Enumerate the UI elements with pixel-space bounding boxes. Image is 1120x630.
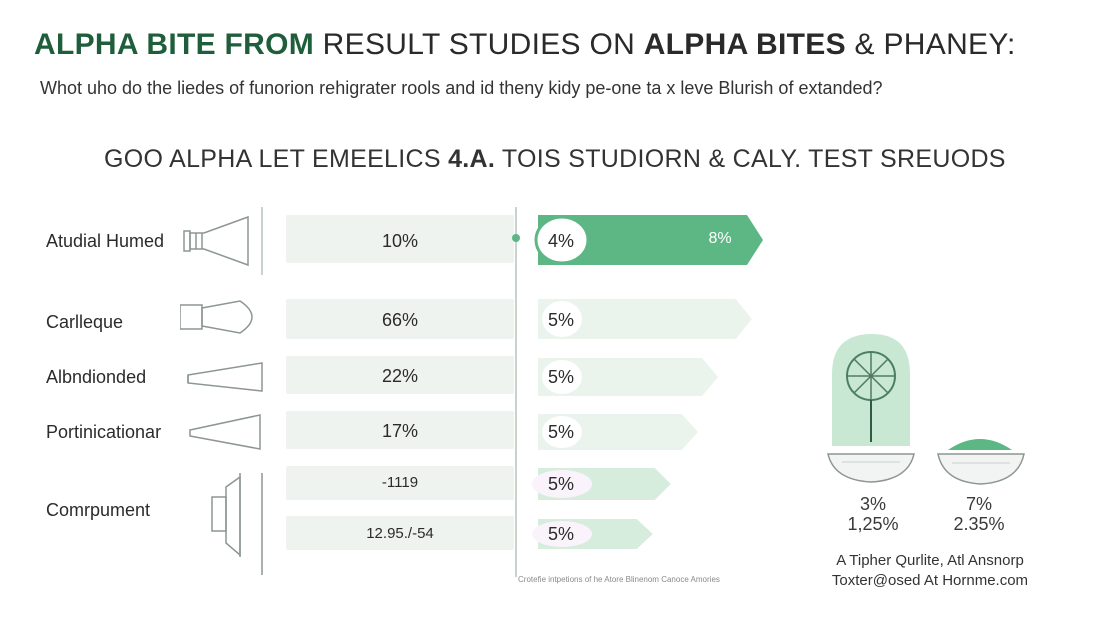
summary-value: 7% — [965, 494, 992, 514]
left-value: -1119 — [381, 474, 419, 491]
right-value: 5% — [547, 524, 574, 544]
right-arrow-bar — [538, 358, 718, 396]
left-value: 66% — [381, 310, 419, 330]
cone-icon — [211, 473, 263, 575]
value-badge — [534, 215, 590, 265]
right-value: 4% — [547, 231, 574, 251]
left-value: 12.95./-54 — [366, 525, 434, 542]
right-value: 5% — [547, 474, 574, 494]
left-bar — [286, 215, 514, 263]
left-value: 10% — [381, 231, 419, 251]
category-label: Albndionded — [46, 367, 147, 387]
summary-value: 3% — [859, 494, 886, 514]
value-badge — [532, 470, 592, 498]
title-part-4: & PHANEY: — [845, 28, 1016, 61]
heading-bold: 4.A. — [448, 145, 496, 173]
right-arrow-bars — [532, 215, 763, 549]
title-part-3: ALPHA BITES — [643, 28, 846, 61]
left-bar — [286, 466, 514, 500]
leaf-bowl-icon — [827, 334, 915, 483]
left-bar — [286, 299, 514, 339]
right-arrow-bar — [538, 299, 752, 339]
right-value: 5% — [547, 422, 574, 442]
value-badge — [542, 301, 582, 337]
left-bar — [286, 356, 514, 394]
cone-icon — [183, 215, 249, 267]
left-value: 22% — [381, 366, 419, 386]
category-label: Comrpument — [46, 500, 151, 520]
value-badge — [532, 521, 592, 547]
left-bar — [286, 516, 514, 550]
heading-rest: TOIS STUDIORN & CALY. TEST SREUODS — [495, 145, 1006, 173]
left-value: 17% — [381, 421, 419, 441]
left-bar — [286, 411, 514, 449]
summary-value: 2.35% — [953, 514, 1005, 534]
center-divider — [515, 207, 517, 577]
cone-icon — [189, 414, 261, 450]
chart-heading: GOO ALPHA LET EMEELICS 4.A. TOIS STUDIOR… — [104, 145, 1006, 174]
right-arrow-bar — [538, 215, 763, 265]
bowl-icon — [937, 439, 1025, 485]
right-value: 5% — [547, 310, 574, 330]
caption-line: Toxter@osed At Hornme.com — [831, 572, 1029, 589]
highlight-value: 8% — [708, 230, 732, 247]
category-label: Atudial Humed — [46, 231, 165, 251]
summary-value: 1,25% — [847, 514, 899, 534]
value-badge — [542, 360, 582, 394]
cone-icon — [187, 362, 263, 392]
divider-marker — [512, 234, 520, 242]
title-part-2: RESULT STUDIES ON — [314, 28, 644, 61]
cone-icon — [180, 300, 253, 334]
right-value: 5% — [547, 367, 574, 387]
caption-line: A Tipher Qurlite, Atl Ansnorp — [836, 552, 1024, 569]
page-title: ALPHA BITE FROM RESULT STUDIES ON ALPHA … — [34, 28, 1016, 62]
category-label: Portinicationar — [46, 422, 162, 442]
heading-main: GOO ALPHA LET EMEELICS — [104, 145, 449, 173]
subtitle: Whot uho do the liedes of funorion rehig… — [40, 78, 883, 98]
cone-icons-group — [180, 207, 263, 575]
footnote: Crotefie intpetions of he Atore Blinenom… — [518, 575, 720, 584]
value-badge — [542, 416, 582, 448]
category-label: Carlleque — [46, 312, 124, 332]
title-part-1: ALPHA BITE FROM — [34, 28, 315, 61]
